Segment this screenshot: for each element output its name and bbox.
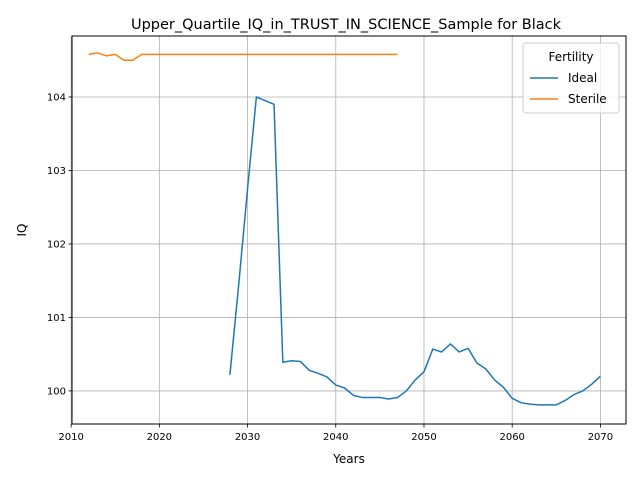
legend: Fertility Ideal Sterile	[522, 42, 620, 114]
x-tick-label: 2010	[58, 432, 83, 443]
legend-title: Fertility	[548, 50, 593, 64]
series-line-ideal	[229, 96, 601, 406]
x-tick-label: 2050	[411, 432, 436, 443]
x-tick-label: 2040	[323, 432, 348, 443]
series-lines	[88, 52, 601, 406]
x-tick-label: 2020	[147, 432, 172, 443]
y-axis-label: IQ	[15, 224, 29, 237]
y-tick-label: 103	[47, 166, 66, 177]
x-tick-label: 2070	[588, 432, 613, 443]
x-tick-label: 2030	[235, 432, 260, 443]
y-tick-label: 100	[47, 386, 66, 397]
y-tick-label: 101	[47, 313, 66, 324]
y-tick-label: 102	[47, 239, 66, 250]
y-axis: 100 101 102 103 104	[47, 92, 72, 397]
x-axis-label: Years	[332, 452, 365, 466]
chart-title: Upper_Quartile_IQ_in_TRUST_IN_SCIENCE_Sa…	[131, 17, 562, 33]
legend-label-sterile: Sterile	[568, 92, 607, 106]
plot-frame	[71, 35, 627, 425]
legend-box	[522, 42, 620, 114]
series-line-sterile	[88, 52, 398, 61]
y-tick-label: 104	[47, 92, 66, 103]
legend-label-ideal: Ideal	[568, 71, 597, 85]
x-tick-label: 2060	[499, 432, 524, 443]
grid	[70, 36, 626, 424]
x-axis: 2010 2020 2030 2040 2050 2060 2070	[58, 424, 613, 443]
